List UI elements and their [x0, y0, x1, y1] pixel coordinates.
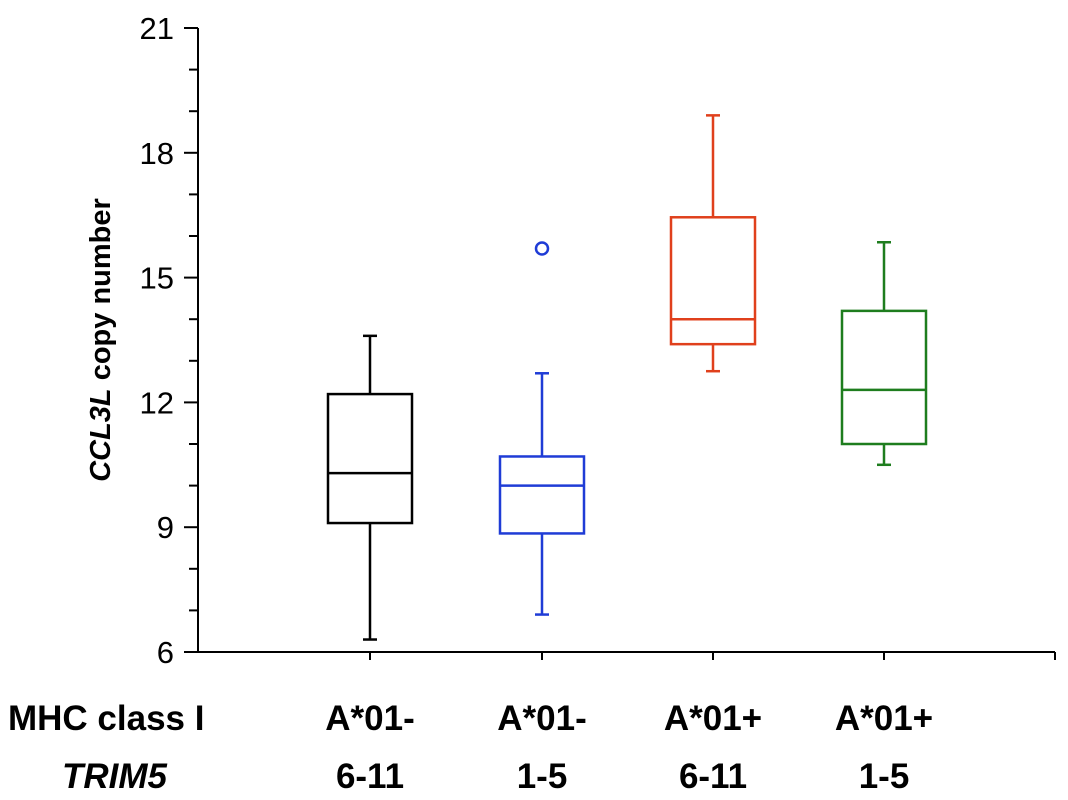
box-group [326, 334, 414, 641]
category-label-trim5: 6-11 [336, 757, 404, 796]
category-label-mhc: A*01- [497, 699, 586, 738]
iqr-box [840, 309, 928, 446]
box-group [669, 114, 757, 373]
y-tick-label: 15 [140, 261, 174, 296]
category-label-mhc: A*01- [325, 699, 414, 738]
row-label-trim5: TRIM5 [62, 757, 168, 796]
y-tick-label: 9 [157, 510, 174, 545]
iqr-box [326, 392, 414, 525]
axes: 6 9 12 15 18 21 [140, 11, 1056, 670]
category-label-mhc: A*01+ [835, 699, 933, 738]
category-label-trim5: 1-5 [517, 757, 568, 796]
boxes [326, 114, 928, 641]
y-tick-label: 12 [140, 385, 174, 420]
row-label-mhc: MHC class I [8, 699, 204, 738]
iqr-box [669, 216, 757, 346]
y-tick-label: 18 [140, 136, 174, 171]
y-tick-label: 6 [157, 635, 174, 670]
y-tick-label: 21 [140, 11, 174, 46]
category-label-trim5: 1-5 [859, 757, 910, 796]
category-label-mhc: A*01+ [664, 699, 762, 738]
y-axis-label: CCL3L copy number [85, 198, 117, 482]
category-label-trim5: 6-11 [679, 757, 747, 796]
x-labels: MHC class I TRIM5 A*01- 6-11 A*01- 1-5 A*01+… [8, 699, 933, 796]
iqr-box [498, 455, 586, 535]
outlier-point [534, 241, 550, 256]
box-group [498, 241, 586, 616]
box-group [840, 240, 928, 467]
